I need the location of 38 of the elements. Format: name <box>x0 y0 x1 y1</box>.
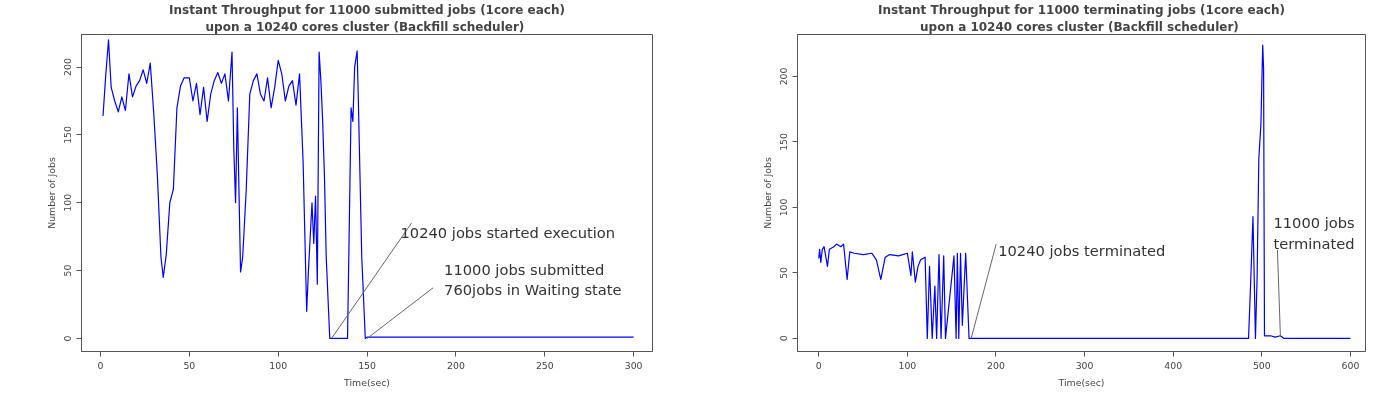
x-tick-label: 150 <box>358 359 377 371</box>
y-axis-title: Number of Jobs <box>45 157 57 229</box>
x-axis-title: Time(sec) <box>343 376 390 388</box>
y-tick-label: 100 <box>62 193 74 212</box>
y-tick-label: 200 <box>62 58 74 76</box>
y-tick-label: 0 <box>778 335 790 342</box>
line-series <box>102 39 635 340</box>
y-tick-label: 50 <box>778 266 790 279</box>
annotation: 10240 jobs started execution <box>400 223 616 241</box>
chart-title: Instant Throughput for 11000 terminating jobs (1core each) <box>878 2 1285 17</box>
chart-subtitle: upon a 10240 cores cluster (Backfill scheduler) <box>920 19 1239 34</box>
x-axis-title: Time(sec) <box>1057 376 1105 388</box>
x-tick-label: 600 <box>1341 359 1360 371</box>
x-tick-label: 100 <box>898 359 917 371</box>
y-tick-label: 100 <box>778 198 790 217</box>
y-tick-label: 150 <box>778 132 790 151</box>
annotation: 11000 jobs submitted 760jobs in Waiting state <box>444 260 622 299</box>
y-tick-label: 50 <box>62 264 74 277</box>
x-tick-label: 200 <box>447 359 465 371</box>
x-tick-label: 300 <box>1075 359 1094 371</box>
chart-subtitle: upon a 10240 cores cluster (Backfill scheduler) <box>205 19 525 34</box>
x-tick-label: 250 <box>535 359 554 371</box>
y-tick-label: 150 <box>62 125 74 144</box>
annotation: 11000 jobs terminated <box>1273 214 1355 252</box>
x-tick-label: 500 <box>1252 359 1271 371</box>
line-series <box>818 44 1352 339</box>
y-tick-label: 200 <box>778 67 790 86</box>
x-tick-label: 50 <box>183 359 196 371</box>
annotation: 10240 jobs terminated <box>998 241 1166 259</box>
x-tick-label: 200 <box>987 359 1005 371</box>
chart-title: Instant Throughput for 11000 submitted jobs (1core each) <box>169 2 565 17</box>
x-tick-label: 0 <box>97 359 104 371</box>
y-axis-title: Number of Jobs <box>761 157 773 229</box>
x-tick-label: 100 <box>269 359 288 371</box>
x-tick-label: 400 <box>1164 359 1183 371</box>
y-tick-label: 0 <box>62 335 74 342</box>
x-tick-label: 300 <box>624 359 643 371</box>
x-tick-label: 0 <box>815 359 822 371</box>
